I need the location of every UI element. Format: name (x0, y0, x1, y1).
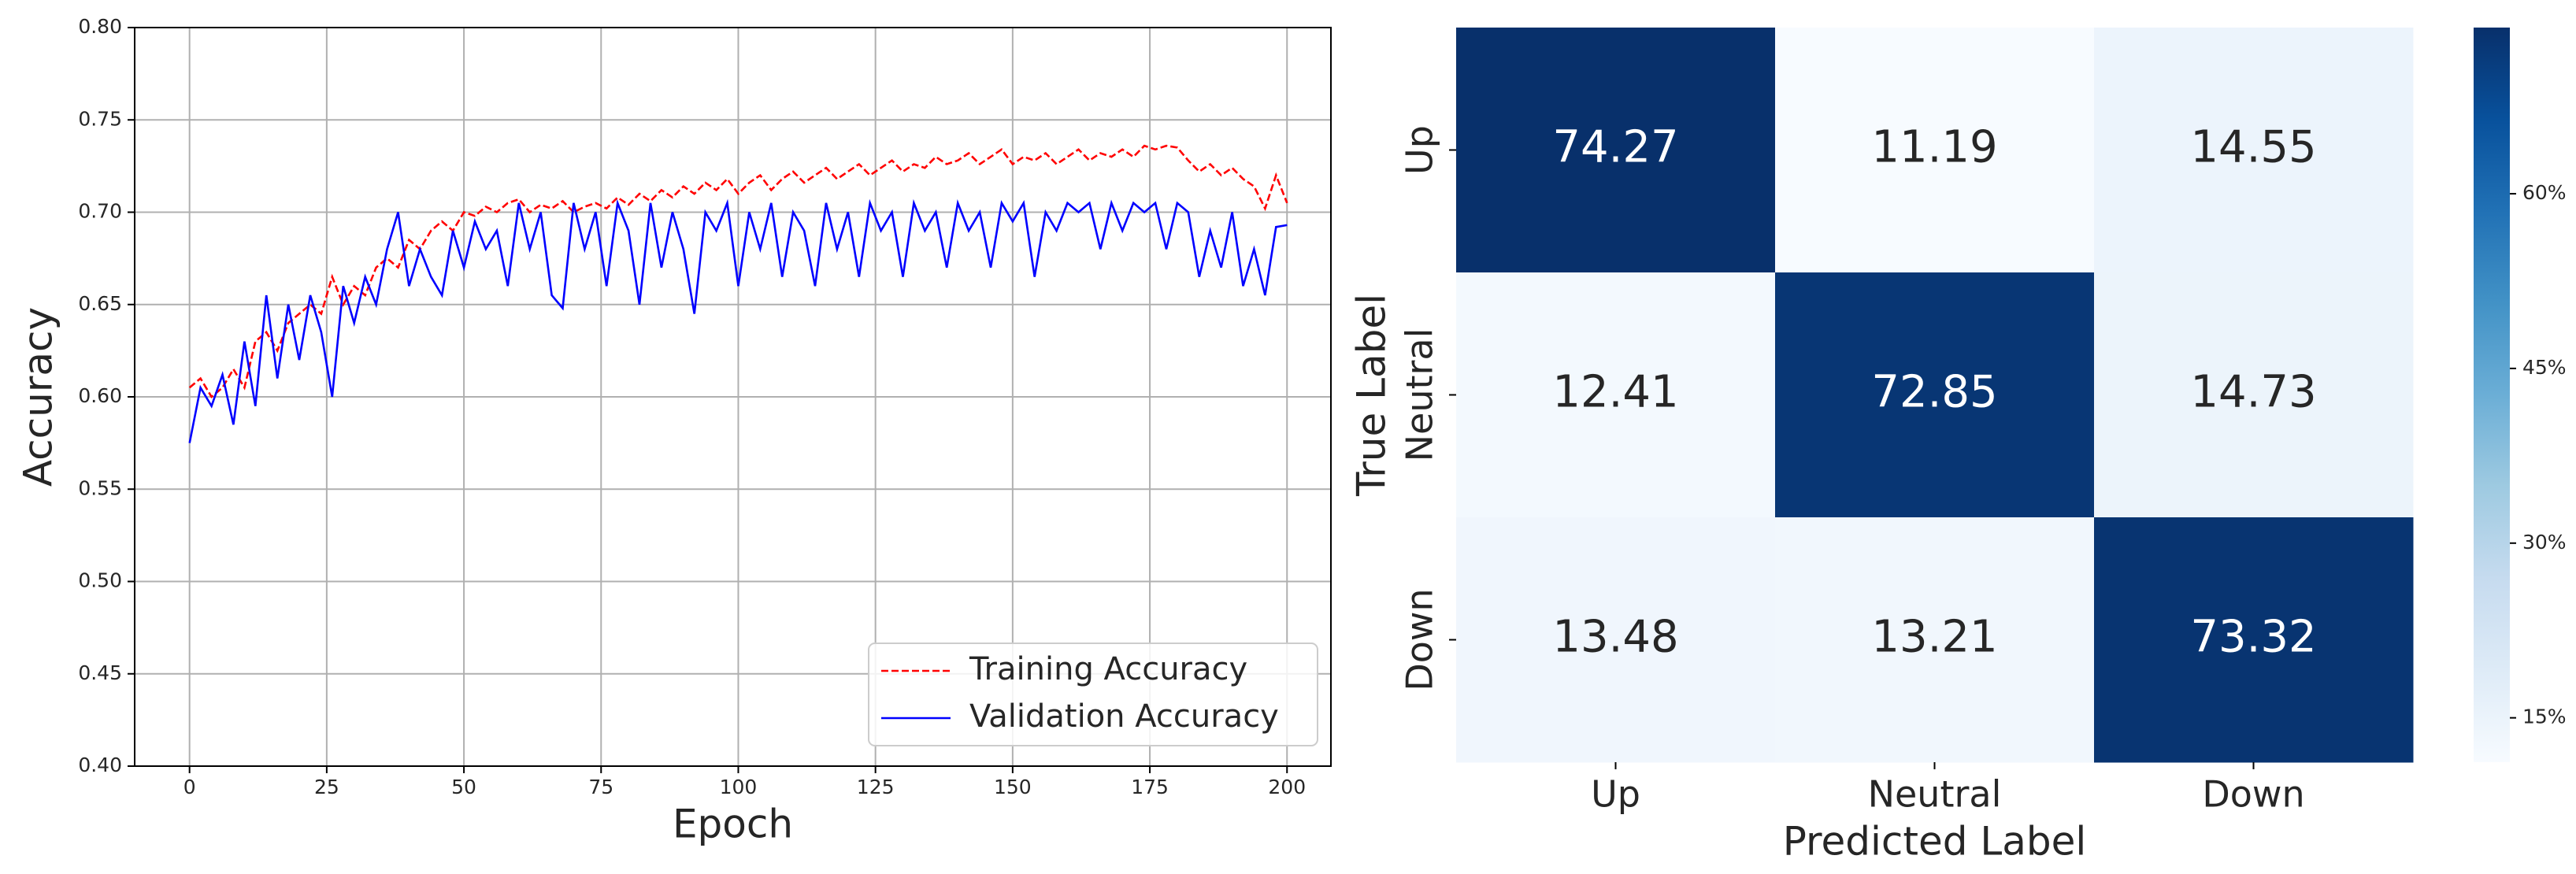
heatmap-cell (2094, 28, 2414, 273)
x-tick-label: 100 (720, 776, 758, 798)
y-axis-label: Accuracy (16, 307, 61, 487)
data-line (188, 144, 1288, 398)
x-tick-label: 50 (451, 776, 476, 798)
cell-value: 14.55 (2190, 122, 2316, 173)
cell-value: 13.48 (1552, 612, 1678, 663)
cell-value: 14.73 (2190, 367, 2316, 418)
y-tick-label: 0.70 (78, 200, 122, 223)
y-tick-label: 0.80 (78, 15, 122, 38)
x-tick-label: 150 (994, 776, 1032, 798)
x-tick-label: 175 (1131, 776, 1169, 798)
y-tick-label: 0.55 (78, 476, 122, 499)
x-tick-label: Up (1591, 773, 1640, 816)
heatmap-cell (1456, 272, 1776, 518)
colorbar-tick-label: 60% (2522, 181, 2567, 204)
heatmap-cell (1456, 28, 1776, 273)
heatmap-cell (1456, 517, 1776, 763)
y-tick-label: Neutral (1399, 328, 1441, 462)
heatmap-cell (1775, 517, 2095, 763)
x-tick-label: Neutral (1868, 773, 2002, 816)
colorbar-tick-label: 45% (2522, 356, 2567, 379)
x-axis-label: Epoch (673, 802, 793, 847)
x-axis-label: Predicted Label (1783, 819, 2087, 865)
legend-label: Training Accuracy (969, 651, 1247, 687)
y-tick-label: 0.65 (78, 292, 122, 315)
cell-value: 13.21 (1871, 612, 1997, 663)
y-tick-label: Down (1399, 588, 1441, 691)
heatmap-cell (2094, 517, 2414, 763)
y-tick-label: 0.60 (78, 384, 122, 407)
colorbar-tick-label: 30% (2522, 531, 2567, 554)
x-tick-label: 125 (857, 776, 895, 798)
legend-box (868, 643, 1318, 746)
legend-label: Validation Accuracy (969, 698, 1279, 735)
colorbar (2474, 28, 2510, 762)
data-line (188, 198, 1288, 443)
y-axis-label: True Label (1349, 294, 1395, 497)
plot-frame (134, 27, 1332, 767)
cell-value: 74.27 (1552, 122, 1678, 173)
x-tick-label: 200 (1268, 776, 1306, 798)
x-tick-label: 25 (314, 776, 339, 798)
x-tick-label: 75 (588, 776, 613, 798)
colorbar-tick-label: 15% (2522, 705, 2567, 728)
heatmap-cell (2094, 272, 2414, 518)
cell-value: 12.41 (1552, 367, 1678, 418)
cell-value: 73.32 (2190, 612, 2316, 663)
cell-value: 72.85 (1871, 367, 1997, 418)
heatmap-cell (1775, 272, 2095, 518)
heatmap-cell (1775, 28, 2095, 273)
y-tick-label: 0.75 (78, 107, 122, 130)
x-tick-label: 0 (183, 776, 196, 798)
x-tick-label: Down (2202, 773, 2304, 816)
y-tick-label: Up (1399, 125, 1441, 175)
y-tick-label: 0.50 (78, 569, 122, 592)
y-tick-label: 0.40 (78, 754, 122, 776)
y-tick-label: 0.45 (78, 661, 122, 684)
cell-value: 11.19 (1871, 122, 1997, 173)
